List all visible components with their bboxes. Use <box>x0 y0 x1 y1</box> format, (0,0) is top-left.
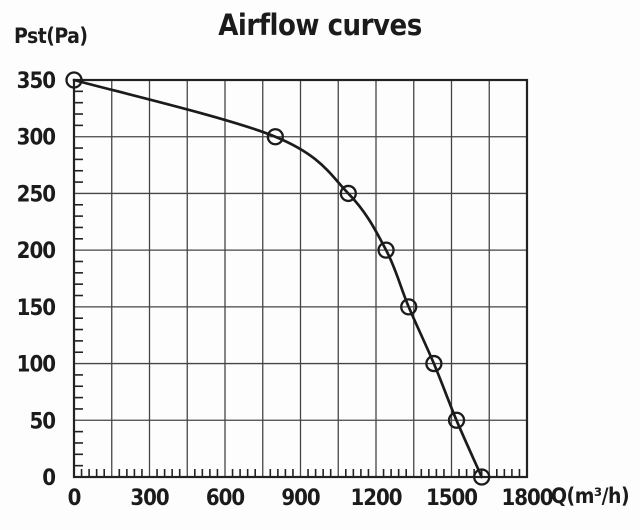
y-tick-label: 100 <box>17 353 56 378</box>
data-point-marker <box>425 354 443 373</box>
x-tick-label: 1200 <box>350 486 401 511</box>
y-tick-label: 50 <box>29 409 55 434</box>
data-point-marker <box>473 468 491 486</box>
chart-title: Airflow curves <box>218 8 422 42</box>
x-tick-label: 0 <box>68 486 81 511</box>
data-point-marker <box>377 241 395 259</box>
x-tick-label: 900 <box>281 486 320 511</box>
y-tick-label: 300 <box>17 126 56 151</box>
y-tick-label: 0 <box>42 466 55 491</box>
y-axis-unit-label: Pst(Pa) <box>14 24 88 48</box>
y-tick-label: 350 <box>17 69 56 94</box>
y-tick-label: 200 <box>17 239 56 264</box>
x-tick-label: 1500 <box>426 486 477 511</box>
data-point-marker <box>65 71 83 89</box>
x-tick-label: 600 <box>206 486 245 511</box>
data-point-marker <box>400 298 418 316</box>
data-point-marker <box>447 411 466 429</box>
plot-border <box>72 78 529 479</box>
data-point-marker <box>339 184 357 203</box>
data-point-marker <box>266 128 284 146</box>
y-tick-label: 150 <box>17 296 56 321</box>
airflow-curve-line <box>72 78 484 479</box>
x-axis-unit-label: Q(m³/h) <box>551 484 630 508</box>
y-tick-label: 250 <box>17 182 56 207</box>
x-tick-label: 1800 <box>501 486 552 511</box>
x-tick-label: 300 <box>130 486 169 511</box>
